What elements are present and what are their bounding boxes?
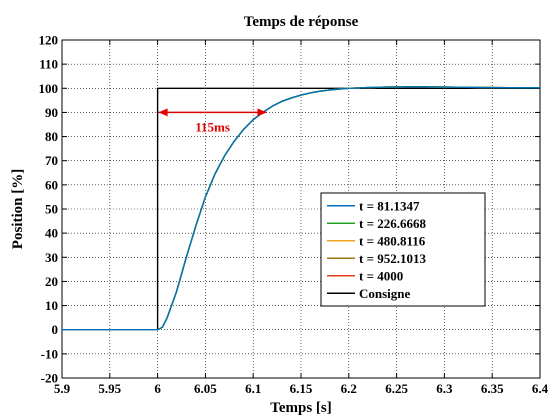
y-tick-label: 60 — [45, 177, 58, 192]
x-tick-label: 6.3 — [436, 381, 453, 396]
legend-entry: t = 4000 — [359, 268, 403, 283]
y-tick-label: -10 — [41, 346, 58, 361]
x-tick-label: 6.35 — [481, 381, 504, 396]
y-tick-label: 80 — [45, 129, 58, 144]
axes: 5.9 5.95 6 6.05 6.1 6.15 6.2 6.25 6.3 6.35 6.4 -20 -… — [39, 33, 549, 397]
legend-entry: t = 480.8116 — [359, 233, 426, 248]
y-tick-label: 90 — [45, 105, 58, 120]
x-tick-label: 6.1 — [245, 381, 261, 396]
x-axis-label: Temps [s] — [270, 400, 332, 416]
x-tick-label: 6.05 — [194, 381, 217, 396]
y-tick-label: 0 — [52, 322, 59, 337]
x-tick-label: 6 — [154, 381, 161, 396]
x-tick-label: 6.25 — [385, 381, 408, 396]
series-line-t-81-1347 — [62, 86, 541, 331]
legend-entry: t = 226.6668 — [359, 216, 426, 231]
legend-entry: t = 952.1013 — [359, 251, 426, 266]
legend: t = 81.1347 t = 226.6668 t = 480.8116 t = 9… — [320, 192, 486, 307]
x-tick-label: 5.9 — [54, 381, 71, 396]
legend-entry: Consigne — [359, 286, 411, 301]
annotation-layer: 115ms — [158, 108, 267, 134]
y-tick-label: 10 — [45, 298, 58, 313]
y-tick-label: 20 — [45, 274, 58, 289]
x-tick-label: 6.15 — [290, 381, 313, 396]
x-tick-label: 6.2 — [341, 381, 357, 396]
annotation-label: 115ms — [195, 119, 230, 134]
y-tick-label: -20 — [41, 371, 58, 386]
series-layer — [62, 86, 541, 331]
annotation-arrowhead-left — [158, 108, 168, 117]
y-tick-label: 100 — [39, 81, 59, 96]
y-tick-label: 40 — [45, 226, 58, 241]
y-tick-label: 70 — [45, 153, 58, 168]
y-tick-label: 30 — [45, 250, 58, 265]
y-tick-label: 50 — [45, 202, 58, 217]
y-tick-label: 120 — [39, 33, 59, 48]
y-tick-label: 110 — [39, 57, 58, 72]
x-tick-label: 5.95 — [98, 381, 121, 396]
legend-entry: t = 81.1347 — [359, 198, 420, 213]
legend-box — [320, 192, 486, 307]
annotation-arrowhead-right — [257, 108, 267, 117]
y-axis-label: Position [%] — [10, 169, 26, 249]
chart-title: Temps de réponse — [244, 14, 359, 30]
x-tick-label: 6.4 — [532, 381, 549, 396]
